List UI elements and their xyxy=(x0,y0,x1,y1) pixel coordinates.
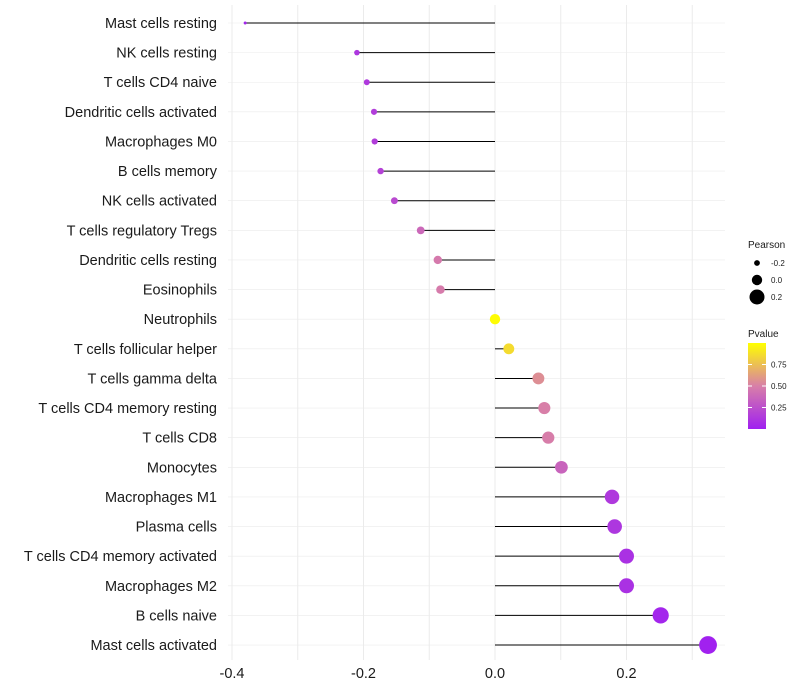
legend-size-label: 0.0 xyxy=(771,276,783,285)
data-point xyxy=(416,226,425,235)
data-point xyxy=(619,578,634,594)
x-tick-label: 0.2 xyxy=(616,666,636,682)
y-tick-label: T cells gamma delta xyxy=(88,371,218,387)
legend-pearson: Pearson -0.2 0.0 0.2 xyxy=(748,240,785,305)
data-point xyxy=(542,431,555,444)
legend-size-label: -0.2 xyxy=(771,259,785,268)
data-point xyxy=(436,285,445,294)
data-point xyxy=(532,372,545,385)
y-tick-label: T cells CD8 xyxy=(142,431,217,447)
y-tick-label: Dendritic cells resting xyxy=(79,253,217,269)
y-tick-label: Monocytes xyxy=(147,460,217,476)
data-point xyxy=(377,167,384,175)
legend-pvalue: Pvalue 0.75 0.50 0.25 xyxy=(748,329,787,429)
legend-color-label: 0.25 xyxy=(771,404,787,413)
data-point xyxy=(503,343,515,355)
y-tick-label: B cells memory xyxy=(118,164,218,180)
y-tick-label: T cells CD4 naive xyxy=(104,75,217,91)
legend-pvalue-title: Pvalue xyxy=(748,329,779,340)
y-tick-label: Eosinophils xyxy=(143,283,217,299)
x-tick-label: 0.0 xyxy=(485,666,505,682)
legend-size-dot xyxy=(754,260,760,266)
y-tick-label: T cells CD4 memory activated xyxy=(24,549,217,565)
y-tick-label: Mast cells resting xyxy=(105,16,217,32)
gridlines xyxy=(228,5,725,660)
y-axis-labels: Mast cells resting NK cells resting T cell… xyxy=(24,16,218,654)
data-point xyxy=(243,21,247,25)
lollipop-points xyxy=(243,21,717,654)
x-tick-label: -0.2 xyxy=(351,666,376,682)
legend-color-label: 0.50 xyxy=(771,382,787,391)
y-tick-label: NK cells activated xyxy=(102,194,217,210)
pvalue-colorbar xyxy=(748,343,766,429)
legend-pearson-title: Pearson xyxy=(748,240,785,251)
y-tick-label: Plasma cells xyxy=(136,520,217,536)
data-point xyxy=(363,79,370,86)
data-point xyxy=(652,607,669,624)
data-point xyxy=(538,401,551,415)
x-tick-label: -0.4 xyxy=(220,666,245,682)
y-tick-label: Mast cells activated xyxy=(90,638,217,654)
y-tick-label: B cells naive xyxy=(136,608,217,624)
y-tick-label: Neutrophils xyxy=(144,312,217,328)
data-point xyxy=(433,255,442,265)
data-point xyxy=(371,138,378,145)
legend-size-dot xyxy=(749,289,765,305)
legend-color-label: 0.75 xyxy=(771,361,787,370)
y-tick-label: NK cells resting xyxy=(116,46,217,62)
y-tick-label: Macrophages M1 xyxy=(105,490,217,506)
y-tick-label: Dendritic cells activated xyxy=(65,105,217,121)
data-point xyxy=(555,460,568,474)
y-tick-label: T cells follicular helper xyxy=(74,342,217,358)
data-point xyxy=(370,108,378,115)
data-point xyxy=(354,49,360,56)
y-tick-label: Macrophages M0 xyxy=(105,134,217,150)
y-tick-label: T cells CD4 memory resting xyxy=(38,401,217,417)
data-point xyxy=(390,197,398,205)
x-axis-ticks: -0.4 -0.2 0.0 0.2 xyxy=(220,666,637,682)
legend-size-dot xyxy=(751,274,763,286)
data-point xyxy=(619,548,634,564)
lollipop-stems xyxy=(245,22,709,646)
y-tick-label: T cells regulatory Tregs xyxy=(67,223,217,239)
data-point xyxy=(699,636,717,654)
data-point xyxy=(604,489,620,505)
legend-size-label: 0.2 xyxy=(771,293,783,302)
y-tick-label: Macrophages M2 xyxy=(105,579,217,595)
data-point xyxy=(489,314,501,325)
data-point xyxy=(607,519,622,534)
